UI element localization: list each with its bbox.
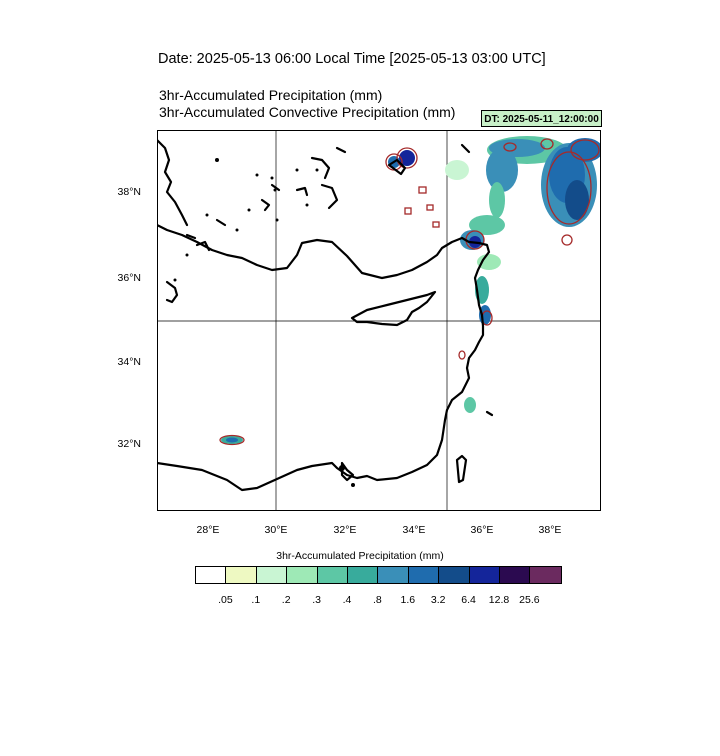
colorbar-swatch [408,567,440,583]
y-tick-label: 32°N [117,438,141,450]
colorbar-label: 3.2 [430,594,446,606]
convective-precip-title: 3hr-Accumulated Convective Precipitation… [159,104,456,120]
map-frame [157,130,601,511]
colorbar-label: 25.6 [519,594,540,606]
x-tick-label: 32°E [333,524,357,536]
islands [173,158,355,487]
precipitation-shading [221,136,601,444]
colorbar-swatch [347,567,379,583]
colorbar-swatch [256,567,288,583]
coastlines [157,138,494,492]
x-tick-label: 28°E [196,524,220,536]
colorbar-swatch [439,567,470,583]
colorbar-swatch [499,567,531,583]
colorbar-swatch [196,567,227,583]
colorbar [195,566,562,584]
colorbar-label: 6.4 [461,594,476,606]
x-tick-label: 34°E [402,524,426,536]
colorbar-swatch [469,567,500,583]
convective-contours [219,138,600,446]
colorbar-label: 12.8 [488,594,510,606]
colorbar-swatch [226,567,257,583]
colorbar-swatch [317,567,348,583]
colorbar-swatch [530,567,561,583]
x-tick-label: 36°E [470,524,494,536]
colorbar-title: 3hr-Accumulated Precipitation (mm) [276,550,444,562]
colorbar-label: 1.6 [400,594,416,606]
colorbar-label: .3 [312,594,321,606]
y-tick-label: 38°N [117,186,141,198]
colorbar-label: .05 [218,594,233,606]
x-tick-label: 38°E [538,524,562,536]
colorbar-swatch [287,567,318,583]
colorbar-label: .2 [281,594,291,606]
y-tick-label: 36°N [117,272,141,284]
y-tick-label: 34°N [117,356,141,368]
dt-box: DT: 2025-05-11_12:00:00 [481,110,602,127]
x-tick-label: 30°E [264,524,288,536]
tick-marks [157,192,550,511]
precip-title: 3hr-Accumulated Precipitation (mm) [159,87,383,103]
colorbar-label: .4 [342,594,352,606]
colorbar-label: .1 [251,594,261,606]
colorbar-label: .8 [373,594,382,606]
date-title: Date: 2025-05-13 06:00 Local Time [2025-… [158,51,546,67]
colorbar-swatch [378,567,409,583]
map-panel [157,130,601,511]
